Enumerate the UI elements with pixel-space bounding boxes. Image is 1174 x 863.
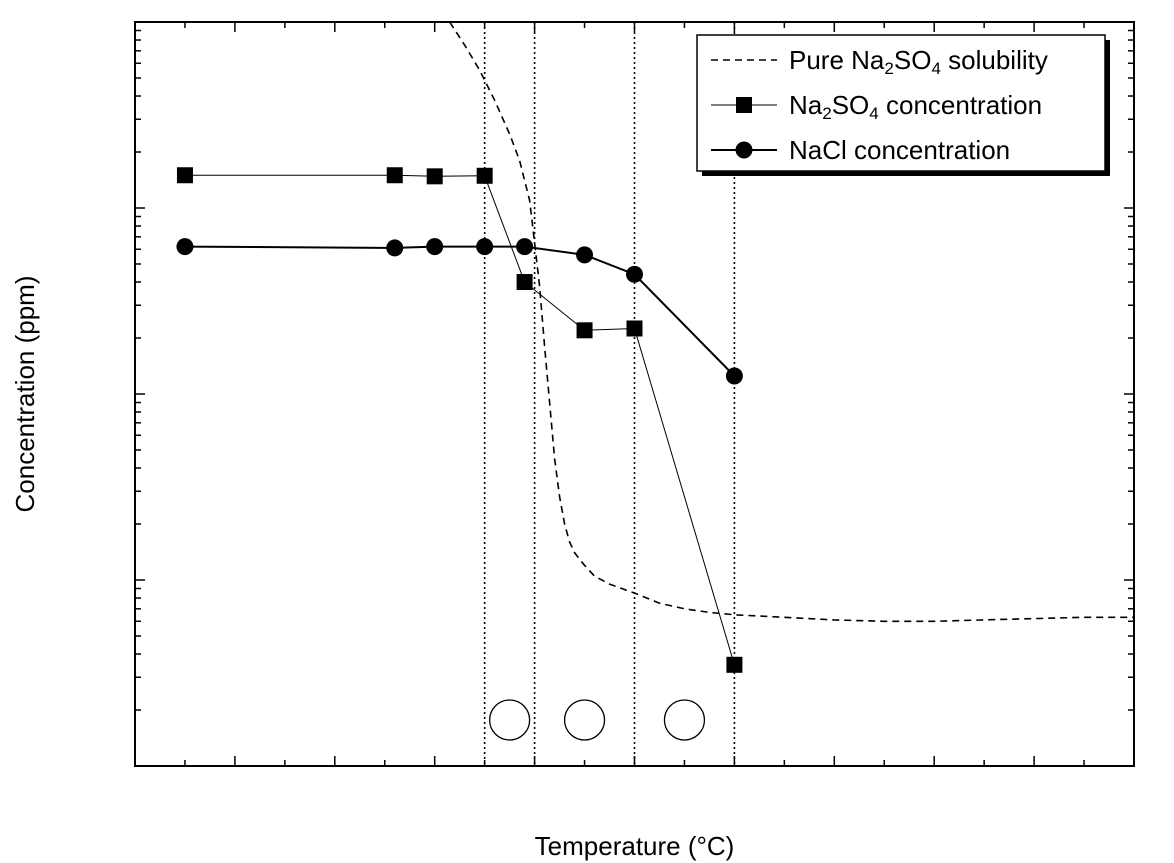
legend-label: NaCl concentration <box>789 135 1010 165</box>
region-marker <box>563 699 606 741</box>
data-point-circle <box>426 238 444 256</box>
series-line <box>449 21 1134 623</box>
data-point-circle <box>626 265 643 283</box>
series-line <box>184 245 736 377</box>
data-point-circle <box>516 238 534 256</box>
legend-label: Pure Na2SO4 solubility <box>789 45 1048 78</box>
legend-label-part: 4 <box>931 59 940 78</box>
legend-label-part: SO <box>894 45 932 75</box>
x-axis-title: Temperature (°C) <box>535 831 735 861</box>
data-point-circle <box>476 238 494 256</box>
legend-label-part: solubility <box>941 45 1048 75</box>
legend-label-part: Pure Na <box>789 45 885 75</box>
region-marker <box>488 699 531 741</box>
series-line <box>184 174 735 665</box>
legend-label-part: 4 <box>869 104 878 123</box>
data-point-square <box>626 320 643 337</box>
legend-label-part: 2 <box>822 104 831 123</box>
axes <box>134 21 1135 767</box>
data-point-square <box>516 274 533 291</box>
legend-label: Na2SO4 concentration <box>789 90 1042 123</box>
legend-box <box>696 34 1106 172</box>
legend-label-part: concentration <box>879 90 1042 120</box>
data-point-square <box>386 167 403 184</box>
y-axis-title: Concentration (ppm) <box>10 276 40 513</box>
data-point-circle <box>576 246 594 264</box>
reference-lines <box>483 22 736 766</box>
data-point-square <box>726 656 743 673</box>
legend-label-part: NaCl concentration <box>789 135 1010 165</box>
data-point-square <box>576 322 593 339</box>
region-labels <box>488 699 706 741</box>
region-marker <box>663 699 706 741</box>
legend-marker-square <box>736 97 752 113</box>
data-point-circle <box>386 239 404 257</box>
legend-label-part: Na <box>789 90 823 120</box>
data-point-square <box>176 167 193 184</box>
data-point-square <box>426 168 443 185</box>
data-point-square <box>476 167 493 184</box>
legend-marker-circle <box>735 141 753 159</box>
data-point-circle <box>725 367 743 385</box>
series-group <box>176 21 1134 673</box>
legend-label-part: 2 <box>884 59 893 78</box>
legend-label-part: SO <box>832 90 870 120</box>
data-point-circle <box>176 238 194 256</box>
